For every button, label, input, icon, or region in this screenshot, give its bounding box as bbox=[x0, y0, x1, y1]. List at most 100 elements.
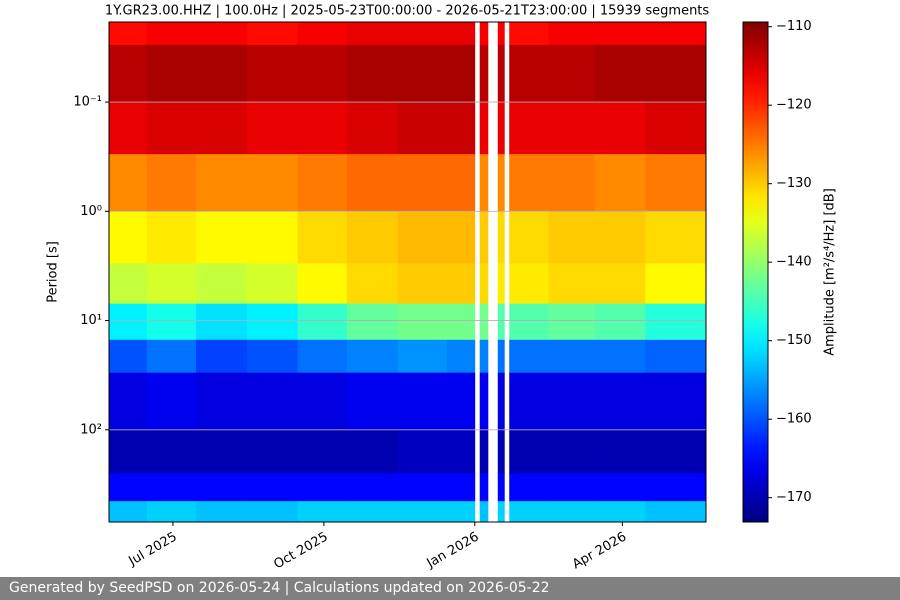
heatmap-cell bbox=[109, 303, 148, 341]
heatmap-cell bbox=[594, 339, 646, 374]
heatmap-cell bbox=[346, 44, 399, 103]
heatmap-cell bbox=[109, 211, 148, 264]
chart-title: 1Y.GR23.00.HHZ | 100.0Hz | 2025-05-23T00… bbox=[105, 4, 710, 19]
heatmap-cell bbox=[509, 263, 549, 305]
heatmap-cell bbox=[297, 263, 348, 305]
heatmap-cell bbox=[509, 339, 549, 374]
heatmap-cell bbox=[146, 154, 197, 212]
plot-frame bbox=[108, 21, 707, 523]
heatmap-cell bbox=[548, 473, 595, 502]
heatmap-cell bbox=[479, 22, 489, 46]
heatmap-cell bbox=[297, 501, 348, 523]
heatmap-cell bbox=[509, 102, 549, 155]
heatmap-cell bbox=[146, 339, 197, 374]
heatmap-cell bbox=[548, 22, 595, 46]
heatmap-cell bbox=[497, 44, 505, 103]
y-axis-label: Period [s] bbox=[46, 241, 61, 303]
heatmap-cell bbox=[446, 263, 476, 305]
heatmap-cell bbox=[297, 339, 348, 374]
heatmap-cell bbox=[297, 211, 348, 264]
y-tick-label: 10⁰ bbox=[80, 204, 102, 219]
heatmap-cell bbox=[497, 211, 505, 264]
heatmap-cell bbox=[479, 473, 489, 502]
heatmap-cell bbox=[548, 372, 595, 431]
heatmap-cell bbox=[397, 473, 448, 502]
heatmap-cell bbox=[195, 501, 248, 523]
heatmap-cell bbox=[397, 154, 448, 212]
heatmap-cell bbox=[645, 154, 707, 212]
heatmap-cell bbox=[509, 501, 549, 523]
heatmap-cell bbox=[594, 263, 646, 305]
heatmap-cell bbox=[497, 501, 505, 523]
heatmap-cell bbox=[497, 473, 505, 502]
heatmap-cell bbox=[195, 22, 248, 46]
colorbar-label: Amplitude [m²/s⁴/Hz] [dB] bbox=[823, 188, 838, 356]
heatmap-cell bbox=[297, 102, 348, 155]
heatmap-cell bbox=[346, 211, 399, 264]
heatmap-cell bbox=[479, 372, 489, 431]
heatmap-cell bbox=[497, 303, 505, 341]
heatmap-cell bbox=[594, 303, 646, 341]
heatmap-cell bbox=[246, 154, 299, 212]
heatmap-cell bbox=[594, 211, 646, 264]
heatmap-cell bbox=[645, 263, 707, 305]
heatmap-cell bbox=[594, 372, 646, 431]
heatmap-cell bbox=[645, 473, 707, 502]
heatmap-cell bbox=[346, 501, 399, 523]
heatmap-cell bbox=[246, 211, 299, 264]
heatmap-cell bbox=[346, 102, 399, 155]
heatmap-cell bbox=[645, 339, 707, 374]
heatmap-cell bbox=[497, 339, 505, 374]
heatmap-cell bbox=[109, 473, 148, 502]
heatmap-cell bbox=[397, 211, 448, 264]
heatmap-cell bbox=[645, 211, 707, 264]
heatmap-cell bbox=[446, 303, 476, 341]
heatmap-cell bbox=[109, 44, 148, 103]
heatmap-cell bbox=[446, 22, 476, 46]
heatmap-cell bbox=[497, 102, 505, 155]
heatmap-cell bbox=[645, 429, 707, 474]
heatmap-cell bbox=[397, 303, 448, 341]
heatmap-cell bbox=[497, 372, 505, 431]
colorbar-tick-label: −110 bbox=[776, 19, 812, 34]
heatmap-cell bbox=[109, 22, 148, 46]
heatmap-cell bbox=[195, 263, 248, 305]
x-tick-label: Apr 2026 bbox=[570, 530, 629, 573]
heatmap-cell bbox=[509, 154, 549, 212]
heatmap-cell bbox=[509, 211, 549, 264]
heatmap-cell bbox=[446, 211, 476, 264]
heatmap-cell bbox=[109, 102, 148, 155]
footer: Generated by SeedPSD on 2026-05-24 | Cal… bbox=[0, 577, 900, 600]
heatmap-cell bbox=[397, 501, 448, 523]
heatmap-cell bbox=[297, 429, 348, 474]
heatmap-cell bbox=[346, 263, 399, 305]
heatmap-cell bbox=[645, 372, 707, 431]
heatmap-cell bbox=[246, 429, 299, 474]
heatmap-cell bbox=[497, 22, 505, 46]
colorbar-tick-label: −160 bbox=[776, 412, 812, 427]
heatmap-cell bbox=[146, 501, 197, 523]
heatmap-cell bbox=[509, 44, 549, 103]
heatmap-cell bbox=[446, 372, 476, 431]
heatmap-cell bbox=[346, 154, 399, 212]
heatmap-cell bbox=[109, 263, 148, 305]
heatmap-cell bbox=[446, 339, 476, 374]
heatmap-cell bbox=[548, 102, 595, 155]
heatmap-cell bbox=[397, 372, 448, 431]
heatmap-cell bbox=[446, 44, 476, 103]
heatmap-cell bbox=[195, 429, 248, 474]
y-tick-label: 10² bbox=[80, 422, 102, 437]
heatmap-cell bbox=[246, 372, 299, 431]
heatmap-cell bbox=[346, 22, 399, 46]
heatmap-cell bbox=[397, 263, 448, 305]
heatmap-cell bbox=[109, 154, 148, 212]
heatmap-cell bbox=[548, 44, 595, 103]
heatmap-cell bbox=[146, 303, 197, 341]
heatmap-cell bbox=[346, 372, 399, 431]
heatmap-cell bbox=[297, 473, 348, 502]
heatmap-cell bbox=[146, 372, 197, 431]
heatmap-cell bbox=[479, 339, 489, 374]
heatmap-cell bbox=[146, 102, 197, 155]
heatmap-cell bbox=[446, 501, 476, 523]
heatmap-cell bbox=[246, 22, 299, 46]
